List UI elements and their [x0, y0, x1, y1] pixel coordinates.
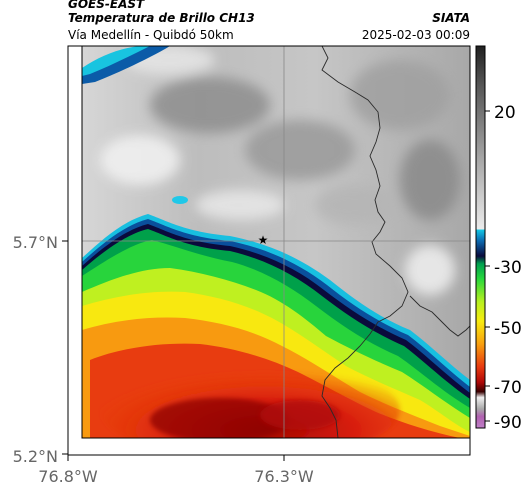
- colorbar-tick-label: 20: [494, 103, 516, 123]
- region-subtitle: Vía Medellín - Quibdó 50km: [68, 28, 234, 42]
- boundary-line: [321, 46, 409, 438]
- lat-tick-label: 5.2°N: [13, 447, 58, 466]
- lon-tick-label: 76.3°W: [254, 467, 314, 486]
- colorbar-tick-label: -50: [494, 319, 522, 339]
- lon-tick-label: 76.8°W: [38, 467, 98, 486]
- star-marker: ★: [258, 233, 269, 247]
- satellite-image: ★: [82, 46, 470, 438]
- colorbar-tick-label: -30: [494, 258, 522, 278]
- satellite-name: GOES-EAST: [68, 0, 145, 11]
- timestamp-label: 2025-02-03 00:09: [361, 28, 470, 42]
- colorbar-tick-label: -90: [494, 413, 522, 433]
- lat-tick-label: 5.7°N: [13, 233, 58, 252]
- colorbar-tick-label: -70: [494, 378, 522, 398]
- organization-label: SIATA: [432, 11, 470, 25]
- map-frame: [67, 45, 471, 456]
- colorbar: 20 -30 -50 -70 -90: [475, 45, 522, 433]
- product-title: Temperatura de Brillo CH13: [68, 11, 255, 25]
